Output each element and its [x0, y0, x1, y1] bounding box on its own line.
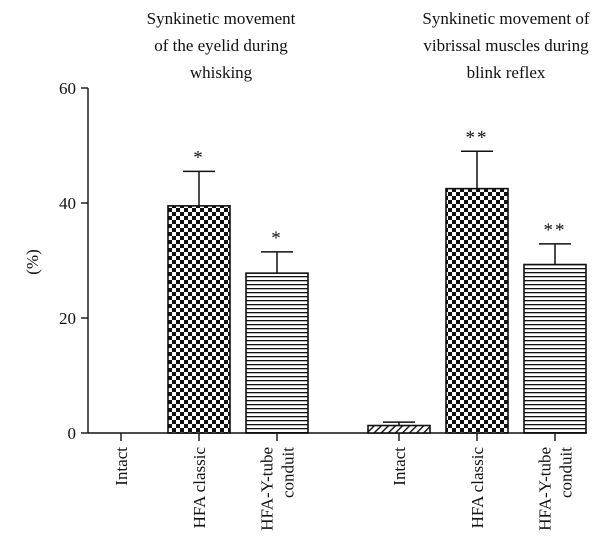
x-category-label: HFA-Y-tube [258, 447, 277, 531]
x-category-label: Intact [390, 447, 409, 486]
x-category-label: HFA classic [468, 447, 487, 529]
x-category-label: conduit [557, 447, 576, 498]
bar [523, 263, 587, 434]
significance-marker: ** [466, 127, 489, 148]
plot-layer: 0 20 40 60 Synkinetic movement of the eyelid … [59, 9, 590, 531]
significance-marker: ** [544, 220, 567, 241]
significance-marker: * [193, 147, 205, 168]
x-category-label: HFA-Y-tube [536, 447, 555, 531]
significance-marker: * [271, 228, 283, 249]
x-category-label: Intact [112, 447, 131, 486]
chart-title-line: Synkinetic movement of [422, 9, 589, 28]
chart-title-line: of the eyelid during [154, 36, 288, 55]
bar [445, 187, 509, 434]
chart-title-line: blink reflex [467, 63, 546, 82]
y-tick-label: 20 [59, 309, 76, 328]
bar [367, 424, 431, 434]
y-axis-label: (%) [23, 249, 42, 274]
chart-title-line: Synkinetic movement [147, 9, 296, 28]
y-tick-label: 40 [59, 194, 76, 213]
x-category-label: HFA classic [190, 447, 209, 529]
bar [167, 205, 231, 434]
chart-title-line: whisking [190, 63, 253, 82]
y-tick-label: 60 [59, 79, 76, 98]
y-tick-label: 0 [68, 424, 77, 443]
chart-title-line: vibrissal muscles during [423, 36, 589, 55]
x-category-label: conduit [279, 447, 298, 498]
bar [245, 272, 309, 434]
